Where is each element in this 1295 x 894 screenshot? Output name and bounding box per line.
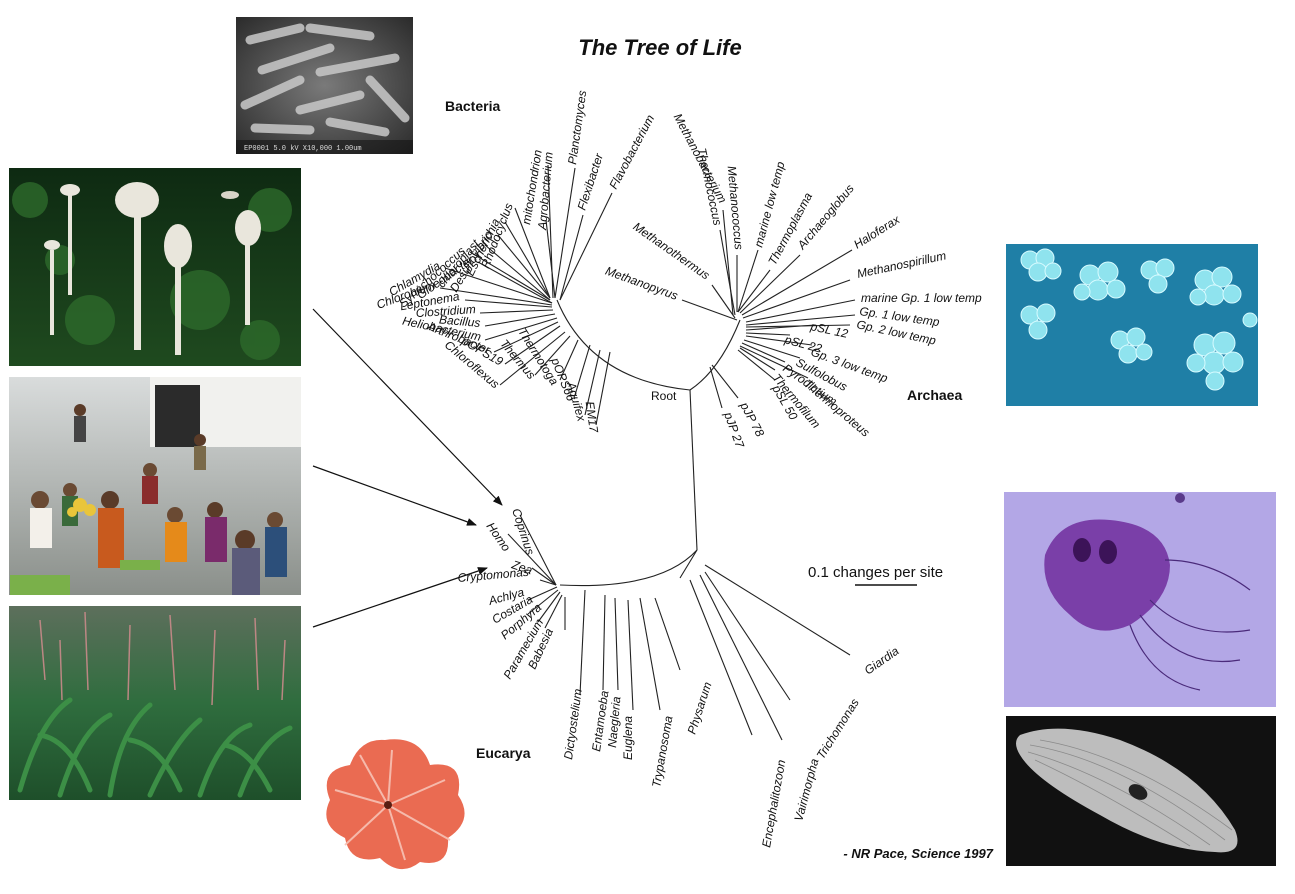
tree-branch bbox=[710, 367, 722, 408]
tree-branch bbox=[742, 250, 852, 315]
tree-branch bbox=[738, 250, 758, 312]
domain-label-eucarya: Eucarya bbox=[476, 745, 531, 761]
tree-branch bbox=[640, 598, 660, 710]
taxon-label: Physarum bbox=[685, 680, 715, 736]
arrow-crowd-to-homo bbox=[313, 466, 476, 525]
tree-branch bbox=[528, 587, 557, 600]
taxon-label: Haloferax bbox=[851, 212, 903, 252]
tree-branch bbox=[555, 168, 575, 298]
taxon-label: Dictyostelium bbox=[561, 688, 585, 761]
tree-branch bbox=[560, 215, 583, 300]
mushroom-photo bbox=[9, 168, 301, 366]
paramecium-sem-photo bbox=[1006, 716, 1276, 866]
bacteria-sem-photo: EP0001 5.0 kV X10,000 1.00um bbox=[236, 17, 413, 154]
taxon-label: Trichomonas bbox=[814, 696, 862, 761]
porphyra-seaweed-photo bbox=[326, 739, 464, 869]
citation: - NR Pace, Science 1997 bbox=[843, 846, 993, 861]
tree-branch bbox=[746, 325, 815, 330]
tree-branch bbox=[682, 300, 737, 320]
tree-branch bbox=[485, 314, 555, 326]
tree-branch bbox=[603, 595, 605, 690]
taxon-label: Homo bbox=[484, 520, 514, 555]
tree-branch bbox=[690, 320, 740, 390]
tree-branch bbox=[560, 550, 697, 586]
taxon-label: EM17 bbox=[583, 400, 601, 434]
root-label: Root bbox=[651, 389, 677, 403]
taxon-label: Giardia bbox=[862, 644, 902, 678]
tree-branch bbox=[615, 598, 618, 690]
giardia-photo bbox=[1004, 492, 1276, 707]
taxon-label: Methanothermus bbox=[631, 219, 713, 282]
taxon-labels: FlavobacteriumFlexibacterPlanctomycesAgr… bbox=[375, 89, 982, 848]
taxon-label: Encephalitozoon bbox=[759, 758, 788, 848]
tree-branch bbox=[498, 235, 550, 298]
taxon-label: marine Gp. 1 low temp bbox=[861, 291, 982, 305]
taxon-label: Methanococcus bbox=[725, 165, 746, 250]
scale-bar-label: 0.1 changes per site bbox=[808, 564, 943, 581]
tree-branch bbox=[746, 315, 855, 325]
tree-branch bbox=[700, 575, 782, 740]
tree-branch bbox=[712, 365, 738, 398]
tree-branch bbox=[655, 598, 680, 670]
taxon-label: Trypanosoma bbox=[649, 714, 675, 788]
taxon-label: Planctomyces bbox=[565, 89, 589, 165]
tree-branch bbox=[580, 590, 585, 695]
taxon-label: Methanospirillum bbox=[856, 248, 948, 281]
tree-branch bbox=[746, 333, 790, 335]
sem-caption: EP0001 5.0 kV X10,000 1.00um bbox=[244, 145, 362, 153]
tree-branch bbox=[738, 270, 770, 312]
taxon-label: Euglena bbox=[621, 716, 635, 760]
archaea-cells-photo bbox=[1006, 244, 1258, 406]
domain-label-bacteria: Bacteria bbox=[445, 98, 500, 114]
tree-branch bbox=[532, 568, 556, 585]
taxon-label: Vairimorpha bbox=[791, 757, 821, 823]
tree-branches bbox=[440, 165, 855, 740]
corn-field-photo bbox=[9, 606, 301, 800]
taxon-label: Methanopyrus bbox=[604, 264, 680, 303]
taxon-label: pSL 12 bbox=[808, 319, 849, 341]
tree-branch bbox=[480, 310, 553, 313]
tree-branch bbox=[557, 300, 690, 390]
page-title: The Tree of Life bbox=[578, 35, 741, 60]
domain-label-archaea: Archaea bbox=[907, 387, 962, 403]
taxon-label: Flavobacterium bbox=[606, 112, 657, 191]
tree-branch bbox=[690, 390, 697, 550]
tree-branch bbox=[740, 348, 775, 370]
taxon-label: Coprinus bbox=[509, 507, 537, 557]
tree-branch bbox=[680, 550, 697, 578]
tree-branch bbox=[628, 600, 633, 710]
tree-branch bbox=[738, 350, 775, 380]
market-crowd-photo bbox=[9, 377, 301, 595]
taxon-label: Cryptomonas bbox=[457, 565, 529, 585]
